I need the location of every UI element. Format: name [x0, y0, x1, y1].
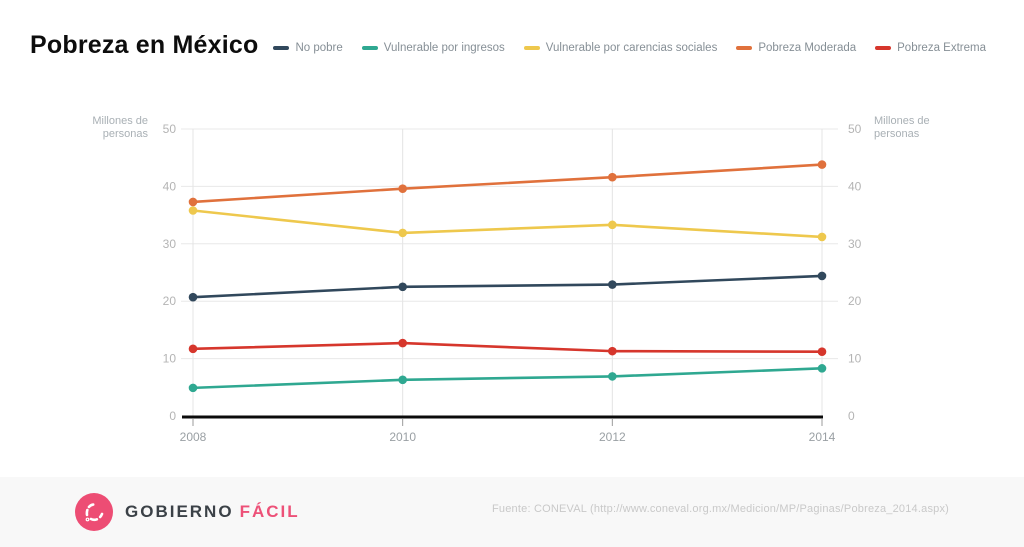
- page-title: Pobreza en México: [30, 31, 259, 59]
- data-point: [398, 228, 407, 238]
- y-tick-label-right: 0: [848, 409, 855, 423]
- legend-label: Vulnerable por carencias sociales: [545, 42, 718, 54]
- data-point: [817, 364, 827, 373]
- series-line: [191, 367, 824, 390]
- data-point: [608, 220, 617, 230]
- series-line: [191, 163, 824, 204]
- y-tick-label-left: 20: [163, 294, 177, 308]
- chart-legend: No pobre Vulnerable por ingresos Vulnerabl…: [273, 42, 986, 54]
- line-chart: 0 0 10 10 20 20 30 30 40 40 50 50 2008 2010 2012 2014: [163, 122, 862, 444]
- x-tick-label: 2008: [180, 430, 207, 444]
- data-point: [188, 344, 198, 354]
- x-tick-label: 2014: [809, 430, 836, 444]
- x-tick-label: 2012: [599, 430, 626, 444]
- data-point: [188, 206, 198, 215]
- data-point: [817, 232, 827, 242]
- data-point: [188, 383, 198, 393]
- legend-item: Vulnerable por ingresos: [361, 42, 505, 54]
- data-point: [398, 338, 407, 348]
- legend-swatch-icon: [361, 46, 378, 50]
- x-tick-label: 2010: [389, 430, 416, 444]
- data-point: [188, 292, 198, 302]
- data-point: [398, 282, 407, 292]
- y-tick-label-left: 10: [163, 352, 177, 366]
- series-line: [191, 341, 824, 354]
- data-point: [817, 160, 827, 169]
- page-footer: GOBIERNO FÁCIL Fuente: CONEVAL (http://ww…: [0, 477, 1024, 547]
- legend-swatch-icon: [273, 46, 290, 50]
- series-line: [191, 274, 824, 299]
- legend-swatch-icon: [736, 46, 753, 50]
- y-tick-label-right: 20: [848, 294, 862, 308]
- data-point: [608, 346, 617, 356]
- legend-swatch-icon: [523, 46, 540, 50]
- gobierno-facil-logo-icon: [75, 493, 113, 531]
- y-tick-label-left: 40: [163, 179, 177, 193]
- legend-item: Pobreza Extrema: [875, 42, 986, 54]
- y-axis-label-right: Millones de personas: [874, 115, 930, 140]
- legend-label: Pobreza Extrema: [897, 42, 986, 54]
- y-tick-label-right: 40: [848, 179, 862, 193]
- y-tick-label-left: 50: [163, 122, 177, 136]
- data-point: [817, 347, 827, 357]
- legend-item: Vulnerable por carencias sociales: [523, 42, 718, 54]
- y-tick-label-left: 30: [163, 237, 177, 251]
- data-point: [817, 271, 827, 281]
- source-note: Fuente: CONEVAL (http://www.coneval.org.…: [492, 503, 950, 515]
- y-tick-label-left: 0: [169, 409, 176, 423]
- data-point: [608, 372, 617, 381]
- y-tick-label-right: 50: [848, 122, 862, 136]
- brand-name-primary: GOBIERNO: [125, 502, 234, 521]
- brand-name: GOBIERNO FÁCIL: [125, 502, 300, 522]
- legend-swatch-icon: [875, 46, 892, 50]
- legend-item: No pobre: [273, 42, 343, 54]
- data-point: [398, 184, 407, 193]
- legend-label: Vulnerable por ingresos: [383, 42, 505, 54]
- legend-item: Pobreza Moderada: [736, 42, 856, 54]
- data-point: [188, 197, 198, 207]
- y-tick-label-right: 10: [848, 352, 862, 366]
- y-axis-label-left: Millones de personas: [92, 115, 148, 140]
- data-point: [608, 280, 617, 289]
- legend-label: Pobreza Moderada: [758, 42, 857, 54]
- data-point: [398, 375, 407, 385]
- data-point: [608, 172, 617, 182]
- series-line: [191, 209, 824, 239]
- y-tick-label-right: 30: [848, 237, 862, 251]
- brand-name-secondary: FÁCIL: [239, 502, 300, 521]
- legend-label: No pobre: [295, 42, 343, 54]
- brand: GOBIERNO FÁCIL: [75, 493, 300, 531]
